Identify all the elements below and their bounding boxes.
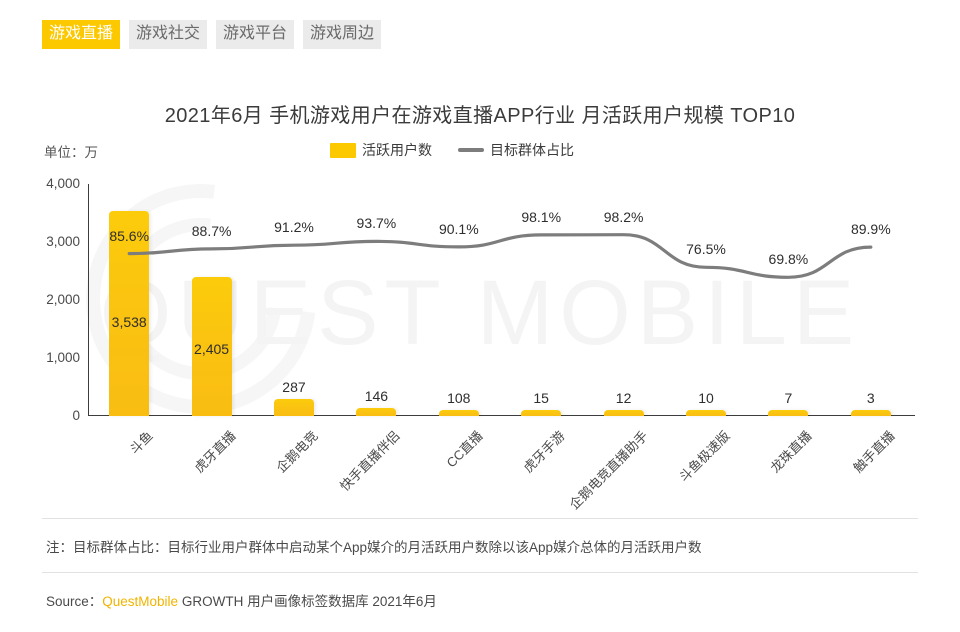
unit-label: 单位：万 — [44, 145, 98, 160]
bar-value-label: 10 — [698, 390, 714, 406]
note-divider — [42, 518, 918, 519]
tab-game-peripheral[interactable]: 游戏周边 — [303, 20, 382, 49]
percentage-label: 98.1% — [521, 208, 562, 225]
source-brand: QuestMobile — [102, 594, 179, 609]
percentage-label: 76.5% — [686, 241, 726, 258]
bar-series: 3,538 2,405 287 146 108 15 12 10 7 3 — [88, 184, 912, 416]
percentage-label: 85.6% — [109, 227, 150, 244]
y-axis-tick: 0 — [72, 408, 80, 423]
percentage-label: 98.2% — [603, 208, 644, 225]
legend-item-target-share[interactable]: 目标群体占比 — [458, 140, 574, 160]
percentage-labels: 85.6% 88.7% 91.2% 93.7% 90.1% 98.1% 98.2% 76.5%… — [88, 184, 912, 416]
category-tabbar[interactable]: 游戏直播 游戏社交 游戏平台 游戏周边 — [42, 20, 382, 49]
chart-legend: 活跃用户数 目标群体占比 — [330, 140, 574, 160]
bar-龙珠直播[interactable] — [768, 410, 809, 416]
category-label-斗鱼: 斗鱼 — [126, 428, 156, 458]
y-axis-tick: 4,000 — [46, 176, 80, 191]
bar-value-label: 3 — [866, 390, 875, 406]
y-axis-tick-labels: 4,000 3,000 2,000 1,000 0 — [30, 176, 80, 423]
bar-value-label: 146 — [364, 387, 389, 404]
legend-item-active-users[interactable]: 活跃用户数 — [330, 140, 432, 160]
category-label-快手直播伴侣: 快手直播伴侣 — [337, 428, 404, 494]
category-label-CC直播: CC直播 — [443, 428, 486, 471]
bar-slot: 7 — [747, 184, 829, 416]
bar-虎牙手游[interactable] — [521, 410, 562, 416]
chart-source: Source：QuestMobile GROWTH 用户画像标签数据库 2021… — [46, 590, 437, 610]
category-label-斗鱼极速版: 斗鱼极速版 — [676, 428, 733, 485]
category-label-虎牙手游: 虎牙手游 — [520, 428, 568, 476]
category-label-虎牙直播: 虎牙直播 — [190, 428, 239, 476]
percentage-label: 89.9% — [850, 221, 891, 238]
bar-斗鱼极速版[interactable] — [685, 410, 726, 416]
y-axis-line — [88, 184, 89, 416]
legend-label-target-share: 目标群体占比 — [490, 142, 574, 158]
bar-CC直播[interactable] — [438, 409, 479, 416]
tab-game-platform[interactable]: 游戏平台 — [216, 20, 295, 49]
category-label-企鹅电竞: 企鹅电竞 — [273, 428, 321, 476]
category-label-触手直播: 触手直播 — [850, 428, 898, 476]
tab-game-social[interactable]: 游戏社交 — [129, 20, 208, 49]
x-axis-category-labels: 斗鱼 虎牙直播 企鹅电竞 快手直播伴侣 CC直播 虎牙手游 企鹅电竞直播助手 斗鱼极速版 龙珠直… — [88, 420, 912, 513]
bar-value-label: 15 — [533, 390, 549, 406]
percentage-label: 69.8% — [768, 251, 809, 268]
percentage-label: 90.1% — [438, 220, 479, 237]
x-axis-line — [88, 415, 915, 416]
bar-slot: 287 — [253, 184, 335, 416]
category-label-企鹅电竞直播助手: 企鹅电竞直播助手 — [566, 428, 651, 513]
category-label-龙珠直播: 龙珠直播 — [767, 428, 816, 476]
bar-value-label: 2,405 — [194, 341, 230, 358]
legend-line-swatch-icon — [458, 148, 484, 152]
bar-value-label: 108 — [447, 389, 471, 406]
percentage-label: 91.2% — [274, 219, 314, 236]
bar-value-label: 7 — [784, 390, 793, 406]
bar-slot: 3 — [830, 184, 912, 416]
bar-企鹅电竞直播助手[interactable] — [603, 410, 644, 416]
plot-area: 4,000 3,000 2,000 1,000 0 3,538 2,405 287 146 10… — [46, 176, 915, 423]
source-suffix: GROWTH 用户画像标签数据库 2021年6月 — [178, 594, 437, 609]
bar-slot: 108 — [418, 184, 500, 416]
bar-虎牙直播[interactable] — [191, 276, 232, 416]
y-axis-tick: 2,000 — [46, 292, 80, 307]
bar-快手直播伴侣[interactable] — [356, 407, 397, 416]
percentage-label: 93.7% — [356, 215, 397, 232]
percentage-label: 88.7% — [191, 222, 232, 239]
bar-企鹅电竞[interactable] — [273, 399, 314, 416]
legend-bar-swatch-icon — [330, 142, 356, 158]
bar-value-label: 12 — [615, 390, 632, 406]
bar-value-label: 3,538 — [111, 313, 147, 330]
bar-slot: 10 — [665, 184, 747, 416]
bar-slot: 15 — [500, 184, 582, 416]
chart-title: 2021年6月 手机游戏用户在游戏直播APP行业 月活跃用户规模 TOP10 — [164, 105, 796, 127]
tab-game-live[interactable]: 游戏直播 — [42, 20, 121, 49]
source-prefix: Source： — [46, 594, 103, 609]
legend-label-active-users: 活跃用户数 — [362, 142, 432, 158]
chart-note: 注：目标群体占比：目标行业用户群体中启动某个App媒介的月活跃用户数除以该App… — [46, 540, 702, 555]
bar-slot: 2,405 — [170, 184, 252, 416]
y-axis-tick: 1,000 — [46, 350, 80, 365]
bar-slot: 12 — [582, 184, 664, 416]
y-axis-tick: 3,000 — [46, 234, 80, 249]
bar-触手直播[interactable] — [850, 410, 891, 416]
bar-value-label: 287 — [282, 379, 306, 396]
source-divider — [42, 572, 918, 573]
bar-slot: 146 — [335, 184, 417, 416]
